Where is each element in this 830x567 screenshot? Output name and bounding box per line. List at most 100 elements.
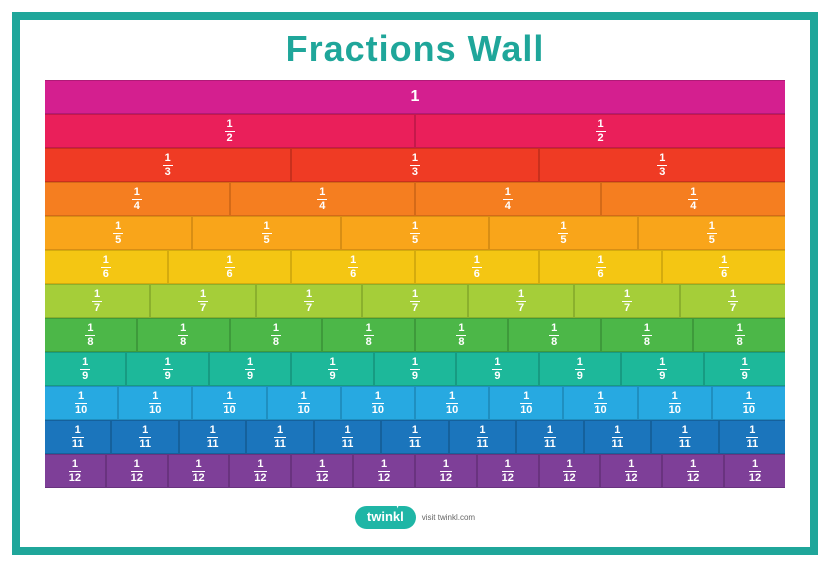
fraction-cell: 110 <box>45 386 118 420</box>
fraction-label: 112 <box>502 459 514 484</box>
fraction-label: 18 <box>642 323 652 348</box>
fraction-cell: 112 <box>724 454 785 488</box>
fraction-label: 18 <box>178 323 188 348</box>
fraction-cell: 15 <box>341 216 489 250</box>
fraction-label: 110 <box>223 391 235 416</box>
fraction-label: 112 <box>69 459 81 484</box>
fraction-cell: 18 <box>230 318 323 352</box>
fractions-wall: 1121213131314141414151515151516161616161… <box>45 80 785 488</box>
fraction-label: 112 <box>316 459 328 484</box>
fraction-cell: 16 <box>415 250 539 284</box>
fraction-cell: 19 <box>539 352 621 386</box>
fraction-label: 110 <box>298 391 310 416</box>
border-box: Fractions Wall 1121213131314141414151515… <box>12 12 818 555</box>
fraction-cell: 110 <box>118 386 192 420</box>
fraction-cell: 112 <box>477 454 539 488</box>
fraction-cell: 15 <box>638 216 785 250</box>
fraction-cell: 112 <box>229 454 291 488</box>
fraction-label: 17 <box>304 289 314 314</box>
fraction-cell: 111 <box>719 420 785 454</box>
fraction-label: 17 <box>516 289 526 314</box>
fraction-label: 111 <box>207 425 219 450</box>
fraction-label: 111 <box>679 425 691 450</box>
fraction-label: 110 <box>520 391 532 416</box>
fraction-cell: 15 <box>489 216 637 250</box>
brand-logo: twinkl ✦ <box>355 506 416 529</box>
fraction-label: 112 <box>378 459 390 484</box>
fraction-label: 14 <box>688 187 698 212</box>
fraction-cell: 19 <box>621 352 703 386</box>
fraction-label: 12 <box>596 119 606 144</box>
fraction-cell: 12 <box>45 114 415 148</box>
fraction-cell: 111 <box>179 420 246 454</box>
fraction-row-6: 161616161616 <box>45 250 785 284</box>
fraction-cell: 112 <box>353 454 415 488</box>
fraction-cell: 16 <box>539 250 663 284</box>
fraction-row-12: 112112112112112112112112112112112112 <box>45 454 785 488</box>
fraction-label: 111 <box>612 425 624 450</box>
fraction-label: 111 <box>477 425 489 450</box>
fraction-label: 18 <box>456 323 466 348</box>
fraction-label: 16 <box>719 255 729 280</box>
fraction-label: 19 <box>163 357 173 382</box>
fraction-row-11: 111111111111111111111111111111111 <box>45 420 785 454</box>
fraction-label: 15 <box>262 221 272 246</box>
fraction-cell: 17 <box>45 284 150 318</box>
fraction-label: 110 <box>149 391 161 416</box>
fraction-label: 112 <box>254 459 266 484</box>
fraction-cell: 17 <box>574 284 680 318</box>
fraction-label: 17 <box>198 289 208 314</box>
fraction-label: 111 <box>342 425 354 450</box>
fraction-cell: 19 <box>126 352 208 386</box>
fraction-label: 13 <box>657 153 667 178</box>
fraction-cell: 16 <box>662 250 785 284</box>
fraction-label: 19 <box>492 357 502 382</box>
fraction-cell: 17 <box>256 284 362 318</box>
fraction-cell: 18 <box>45 318 137 352</box>
fraction-label: 16 <box>596 255 606 280</box>
fraction-label: 17 <box>92 289 102 314</box>
fraction-label: 19 <box>740 357 750 382</box>
fraction-label: 13 <box>163 153 173 178</box>
fraction-label: 15 <box>113 221 123 246</box>
fraction-label: 19 <box>80 357 90 382</box>
fraction-cell: 112 <box>291 454 353 488</box>
fraction-cell: 14 <box>601 182 786 216</box>
fraction-cell: 112 <box>600 454 662 488</box>
fraction-label: 110 <box>743 391 755 416</box>
fraction-label: 19 <box>575 357 585 382</box>
fraction-label: 12 <box>225 119 235 144</box>
fraction-cell: 19 <box>704 352 785 386</box>
star-icon: ✦ <box>393 500 401 511</box>
fraction-label: 16 <box>101 255 111 280</box>
fraction-cell: 112 <box>45 454 106 488</box>
fraction-label: 111 <box>409 425 421 450</box>
fraction-cell: 110 <box>712 386 785 420</box>
fraction-cell: 18 <box>322 318 415 352</box>
fraction-label: 14 <box>503 187 513 212</box>
fraction-label: 112 <box>687 459 699 484</box>
fraction-cell: 14 <box>45 182 230 216</box>
fraction-cell: 111 <box>381 420 448 454</box>
fraction-label: 111 <box>274 425 286 450</box>
fraction-cell: 110 <box>192 386 266 420</box>
fraction-label: 16 <box>225 255 235 280</box>
fraction-row-5: 15 15 15 15 15 <box>45 216 785 250</box>
fraction-cell: 19 <box>291 352 373 386</box>
fraction-cell: 110 <box>638 386 712 420</box>
fraction-cell: 13 <box>539 148 785 182</box>
fraction-label: 14 <box>317 187 327 212</box>
fraction-cell: 19 <box>45 352 126 386</box>
fraction-label: 112 <box>440 459 452 484</box>
fraction-cell: 18 <box>415 318 508 352</box>
fraction-cell: 18 <box>693 318 785 352</box>
fraction-cell: 111 <box>111 420 178 454</box>
fraction-label: 17 <box>622 289 632 314</box>
fraction-cell: 18 <box>601 318 694 352</box>
fraction-cell: 13 <box>291 148 538 182</box>
fraction-label: 16 <box>472 255 482 280</box>
fraction-label: 19 <box>328 357 338 382</box>
fraction-label: 15 <box>558 221 568 246</box>
footer: twinkl ✦ visit twinkl.com <box>355 506 475 529</box>
fraction-label: 110 <box>446 391 458 416</box>
